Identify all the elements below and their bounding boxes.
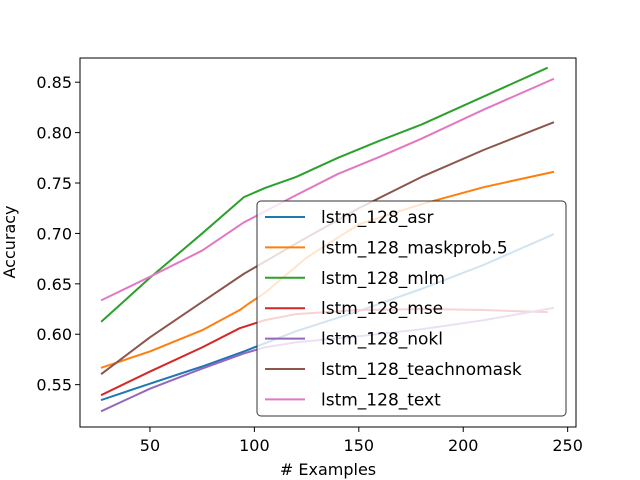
plot-frame <box>79 57 577 428</box>
y-tick-label: 0.85 <box>36 73 72 92</box>
y-axis-label: Accuracy <box>0 205 19 278</box>
x-axis-label: # Examples <box>280 460 376 479</box>
legend-label-2: lstm_128_mlm <box>321 269 445 289</box>
series-line-2 <box>100 66 549 323</box>
y-tick-label: 0.75 <box>36 174 72 193</box>
legend-frame <box>256 200 567 417</box>
legend: lstm_128_asr lstm_128_maskprob.5 lstm_128_… <box>256 200 567 417</box>
legend-label-5: lstm_128_teachnomask <box>321 360 522 380</box>
y-axis: 0.55 0.60 0.65 0.70 0.75 0.80 0.85 <box>36 73 80 395</box>
x-tick-label: 100 <box>239 436 270 455</box>
x-tick-label: 200 <box>448 436 479 455</box>
y-tick-label: 0.60 <box>36 325 72 344</box>
x-tick-label: 150 <box>344 436 375 455</box>
x-tick-label: 50 <box>140 436 160 455</box>
legend-label-3: lstm_128_mse <box>321 299 443 319</box>
y-tick-label: 0.80 <box>36 124 72 143</box>
legend-label-6: lstm_128_text <box>321 390 441 410</box>
legend-label-4: lstm_128_nokl <box>321 330 443 350</box>
y-tick-label: 0.55 <box>36 376 72 395</box>
y-tick-label: 0.65 <box>36 275 72 294</box>
legend-label-0: lstm_128_asr <box>321 208 434 228</box>
x-axis: 50 100 150 200 250 <box>140 427 583 455</box>
y-tick-label: 0.70 <box>36 224 72 243</box>
legend-label-1: lstm_128_maskprob.5 <box>321 238 508 258</box>
x-tick-label: 250 <box>552 436 583 455</box>
series-line-6 <box>100 77 555 302</box>
